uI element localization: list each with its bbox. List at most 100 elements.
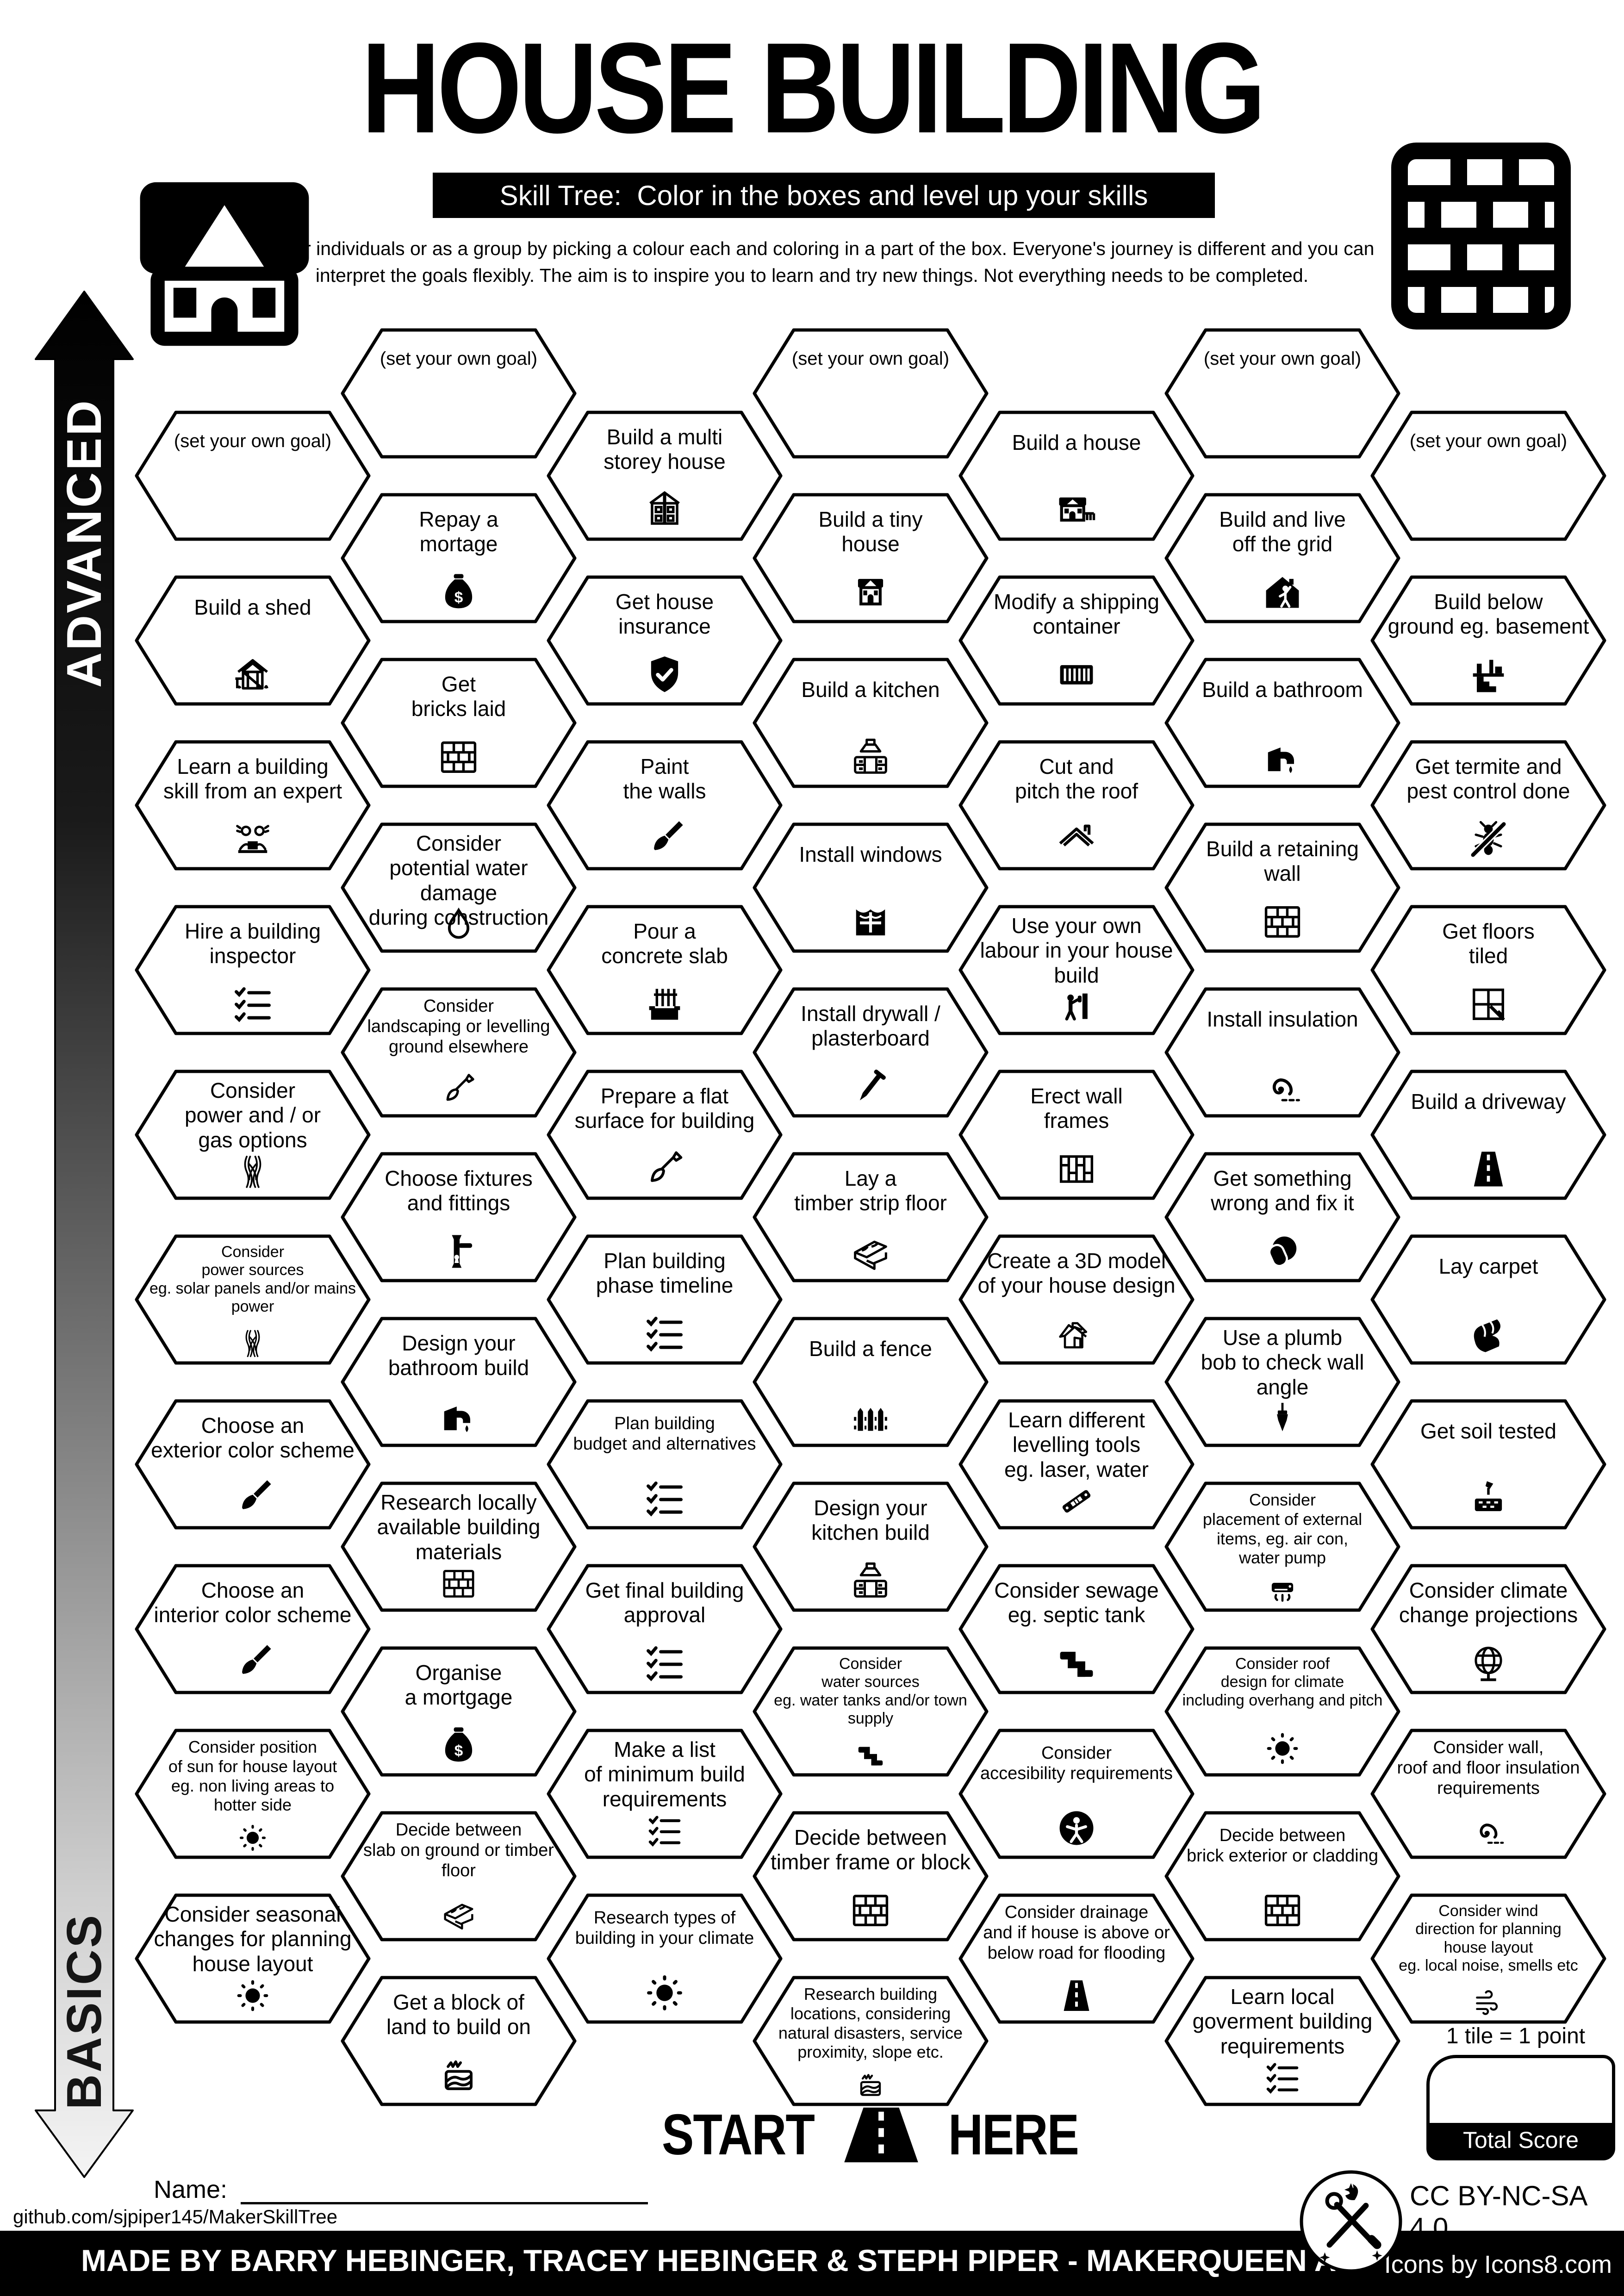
skill-tile[interactable]: Consider seasonal changes for planning h…	[134, 1892, 371, 2025]
skill-tile[interactable]: Install windows	[752, 821, 989, 954]
tile-label: Consider potential water damage during c…	[368, 831, 549, 930]
skill-tile[interactable]: Pour a concrete slab	[546, 903, 783, 1037]
skill-tile[interactable]: Decide between brick exterior or claddin…	[1164, 1810, 1401, 1943]
skill-tile[interactable]: Lay a timber strip floor	[752, 1151, 989, 1284]
skill-tile[interactable]: Build a multi storey house	[546, 409, 783, 542]
svg-text:$: $	[454, 589, 463, 606]
skill-tile[interactable]: Cut and pitch the roof	[958, 739, 1195, 872]
tile-label: Paint the walls	[623, 754, 706, 803]
repo-link[interactable]: github.com/sjpiper145/MakerSkillTree	[13, 2206, 338, 2228]
skill-tile[interactable]: Modify a shipping container	[958, 574, 1195, 707]
skill-tile[interactable]: Erect wall frames	[958, 1068, 1195, 1201]
skill-tile[interactable]: Build a fence	[752, 1315, 989, 1449]
skill-tile[interactable]: Install insulation	[1164, 986, 1401, 1119]
skill-tile[interactable]: Choose an exterior color scheme	[134, 1398, 371, 1531]
skill-tile[interactable]: Organise a mortgage $	[340, 1645, 577, 1778]
advanced-label: ADVANCED	[57, 398, 112, 688]
skill-tile[interactable]: Get bricks laid	[340, 656, 577, 790]
skill-tile[interactable]: Decide between timber frame or block	[752, 1810, 989, 1943]
skill-tile[interactable]: (set your own goal)	[134, 409, 371, 542]
tile-label: Consider climate change projections	[1399, 1578, 1578, 1627]
skill-tile[interactable]: Research types of building in your clima…	[546, 1892, 783, 2025]
skill-tile[interactable]: Choose fixtures and fittings	[340, 1151, 577, 1284]
tile-label: Use your own labour in your house build	[980, 914, 1173, 987]
tile-label: Consider power and / or gas options	[184, 1078, 321, 1152]
skill-tile[interactable]: Design your kitchen build	[752, 1480, 989, 1613]
icons-credit[interactable]: Icons by Icons8.com	[1384, 2251, 1612, 2278]
skill-tile[interactable]: Build a house	[958, 409, 1195, 542]
skill-tile[interactable]: Decide between slab on ground or timber …	[340, 1810, 577, 1943]
wires-icon	[232, 1151, 273, 1192]
skill-tile[interactable]: Consider power sources eg. solar panels …	[134, 1233, 371, 1366]
skill-tile[interactable]: Get soil tested	[1370, 1398, 1607, 1531]
skill-tile[interactable]: Build a driveway	[1370, 1068, 1607, 1201]
skill-tile[interactable]: Learn a building skill from an expert	[134, 739, 371, 872]
skill-tile[interactable]: Get final building approval	[546, 1562, 783, 1696]
skill-tile[interactable]: Learn local goverment building requireme…	[1164, 1974, 1401, 2108]
door-handle-icon	[436, 1228, 482, 1275]
skill-tile[interactable]: Consider wall, roof and floor insulation…	[1370, 1727, 1607, 1860]
nail-icon	[847, 1064, 894, 1110]
hex-outline	[135, 1893, 371, 2024]
hex-outline	[135, 411, 371, 541]
roof-icon	[1053, 816, 1100, 863]
skill-tile[interactable]: Hire a building inspector	[134, 903, 371, 1037]
total-score-box[interactable]: Total Score	[1426, 2055, 1615, 2160]
skill-tile[interactable]: Consider water sources eg. water tanks a…	[752, 1645, 989, 1778]
skill-tile[interactable]: Plan building budget and alternatives	[546, 1398, 783, 1531]
skill-tile[interactable]: Use a plumb bob to check wall angle	[1164, 1315, 1401, 1449]
skill-tile[interactable]: (set your own goal)	[1164, 327, 1401, 460]
skill-tile[interactable]: Consider wind direction for planning hou…	[1370, 1892, 1607, 2025]
skill-tile[interactable]: Consider drainage and if house is above …	[958, 1892, 1195, 2025]
tile-label: Prepare a flat surface for building	[574, 1084, 755, 1133]
skill-tile[interactable]: Build a tiny house	[752, 492, 989, 625]
skill-tile[interactable]: Consider climate change projections	[1370, 1562, 1607, 1696]
skill-tile[interactable]: (set your own goal)	[340, 327, 577, 460]
skill-tile[interactable]: Lay carpet	[1370, 1233, 1607, 1366]
hex-outline	[753, 1152, 989, 1282]
skill-tile[interactable]: Build and live off the grid	[1164, 492, 1401, 625]
sun-icon	[641, 1970, 688, 2016]
skill-tile[interactable]: Build a retaining wall	[1164, 821, 1401, 954]
skill-tile[interactable]: Design your bathroom build	[340, 1315, 577, 1449]
air-con-icon	[1265, 1574, 1300, 1608]
skill-tile[interactable]: Make a list of minimum build requirement…	[546, 1727, 783, 1860]
skill-tile[interactable]: Choose an interior color scheme	[134, 1562, 371, 1696]
skill-tile[interactable]: Prepare a flat surface for building	[546, 1068, 783, 1201]
skill-tile[interactable]: Get termite and pest control done	[1370, 739, 1607, 872]
tile-label: Hire a building inspector	[184, 919, 321, 968]
tile-label: Get floors tiled	[1442, 919, 1535, 968]
skill-tile[interactable]: Consider sewage eg. septic tank	[958, 1562, 1195, 1696]
skill-tile[interactable]: Build a bathroom	[1164, 656, 1401, 790]
skill-tile[interactable]: Build a shed	[134, 574, 371, 707]
name-input-line[interactable]	[241, 2202, 648, 2204]
tile-label: Consider power sources eg. solar panels …	[149, 1243, 356, 1316]
skill-tile[interactable]: Research building locations, considering…	[752, 1974, 989, 2108]
skill-tile[interactable]: Get house insurance	[546, 574, 783, 707]
skill-tile[interactable]: Consider potential water damage during c…	[340, 821, 577, 954]
skill-tile[interactable]: (set your own goal)	[752, 327, 989, 460]
skill-tile[interactable]: Install drywall / plasterboard	[752, 986, 989, 1119]
hex-outline	[753, 1317, 989, 1447]
skill-tile[interactable]: Consider roof design for climate includi…	[1164, 1645, 1401, 1778]
skill-tile[interactable]: Build below ground eg. basement	[1370, 574, 1607, 707]
skill-tile[interactable]: (set your own goal)	[1370, 409, 1607, 542]
skill-tile[interactable]: Get a block of land to build on	[340, 1974, 577, 2108]
skill-tile[interactable]: Plan building phase timeline	[546, 1233, 783, 1366]
skill-tile[interactable]: Consider accesibility requirements	[958, 1727, 1195, 1860]
skill-tile[interactable]: Research locally available building mate…	[340, 1480, 577, 1613]
skill-tile[interactable]: Consider placement of external items, eg…	[1164, 1480, 1401, 1613]
hex-outline	[135, 905, 371, 1035]
skill-tile[interactable]: Repay a mortage $	[340, 492, 577, 625]
skill-tile[interactable]: Build a kitchen	[752, 656, 989, 790]
skill-tile[interactable]: Consider position of sun for house layou…	[134, 1727, 371, 1860]
skill-tile[interactable]: Consider landscaping or levelling ground…	[340, 986, 577, 1119]
skill-tile[interactable]: Get floors tiled	[1370, 903, 1607, 1037]
skill-tile[interactable]: Use your own labour in your house build	[958, 903, 1195, 1037]
skill-tile[interactable]: Create a 3D model of your house design	[958, 1233, 1195, 1366]
skill-tile[interactable]: Consider power and / or gas options	[134, 1068, 371, 1201]
skill-tile[interactable]: Get something wrong and fix it	[1164, 1151, 1401, 1284]
skill-tile[interactable]: Learn different levelling tools eg. lase…	[958, 1398, 1195, 1531]
tile-label: Build a kitchen	[801, 678, 940, 702]
skill-tile[interactable]: Paint the walls	[546, 739, 783, 872]
